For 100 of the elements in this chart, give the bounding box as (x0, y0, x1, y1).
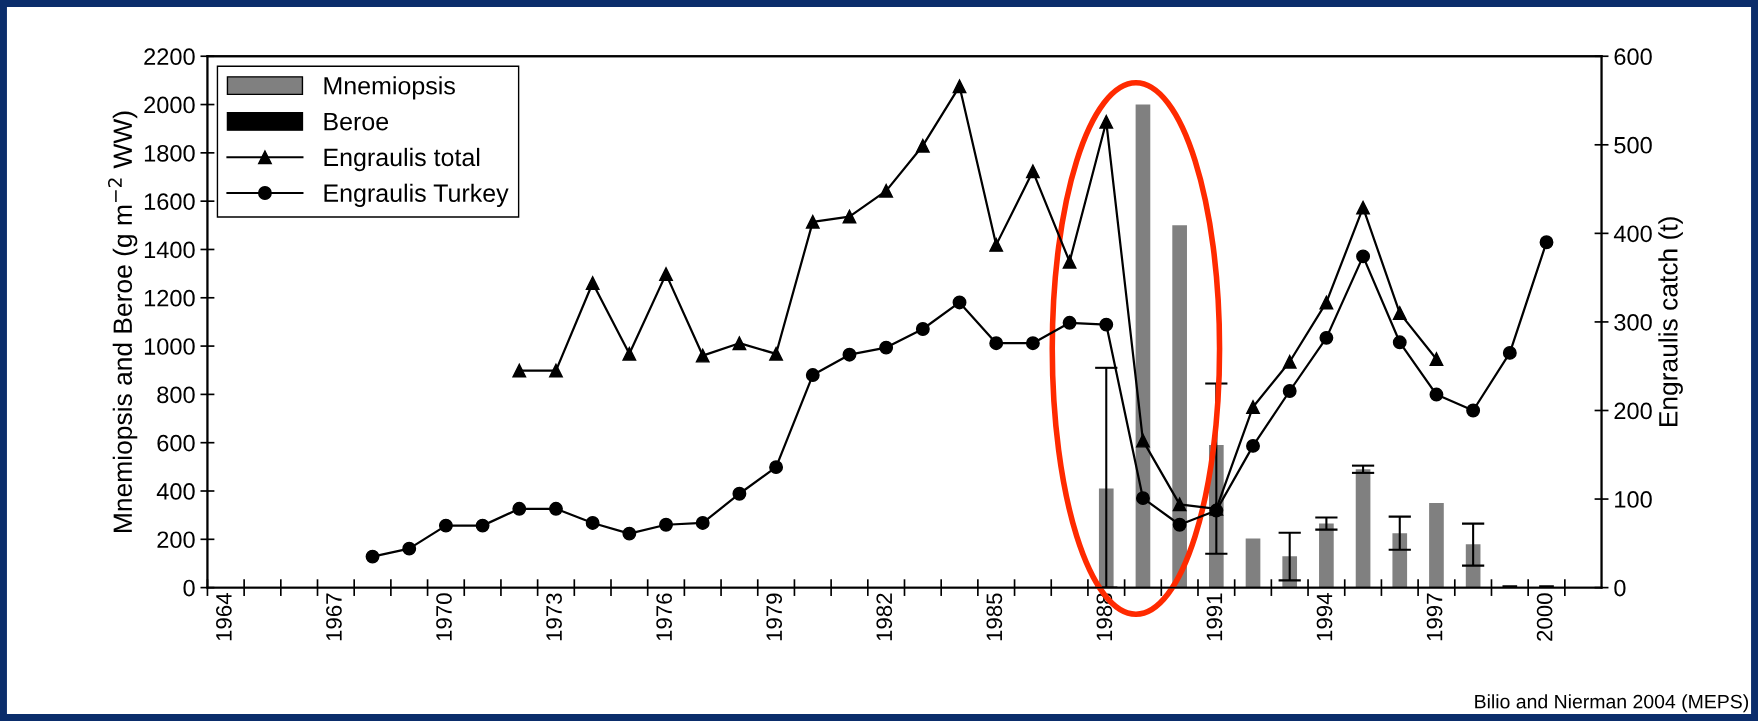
point (989, 237, 1004, 252)
point (695, 348, 710, 363)
point (475, 518, 490, 533)
x-tick-label: 1982 (876, 593, 893, 641)
x-tick-label: 1973 (546, 593, 562, 641)
x-tick-label: 1991 (1206, 593, 1223, 641)
point (842, 347, 857, 362)
point (1319, 295, 1334, 310)
point (1172, 497, 1187, 512)
x-tick-label: 1985 (986, 593, 1003, 641)
point (1466, 403, 1481, 418)
point (1025, 164, 1040, 179)
x-tick-label: 2000 (1536, 593, 1553, 641)
point (1136, 491, 1150, 506)
x-tick-label: 1979 (766, 593, 783, 641)
point (952, 295, 967, 310)
x-tick-label: 1970 (436, 593, 452, 641)
x-tick-label: 1976 (656, 593, 672, 641)
x-tick-label: 1964 (216, 593, 232, 641)
text: Bilio and Nierman 2004 (MEPS) (1475, 694, 1749, 713)
y-tick-label: 1400 (144, 241, 195, 259)
point (915, 138, 930, 153)
point (1356, 249, 1371, 264)
point (549, 501, 563, 516)
point (659, 267, 673, 282)
point (659, 517, 673, 532)
point (1429, 352, 1444, 367)
bar (1392, 533, 1408, 588)
point (732, 336, 747, 351)
y-tick-label: 600 (157, 434, 195, 452)
point (1062, 315, 1077, 330)
point (1025, 336, 1040, 351)
x-tick-label: 1967 (326, 593, 342, 641)
bar (1355, 469, 1371, 588)
legend-label: Beroe (324, 112, 389, 131)
bar (1319, 523, 1334, 588)
point (732, 486, 747, 501)
point (842, 209, 857, 224)
legend-label: Engraulis Turkey (324, 183, 509, 207)
y-tick-label: 1000 (144, 338, 195, 355)
point (695, 516, 710, 530)
point (1172, 517, 1187, 532)
point (769, 460, 784, 475)
point (879, 340, 894, 355)
point (805, 368, 820, 383)
point (585, 276, 600, 290)
bar (1135, 104, 1151, 588)
point (1282, 354, 1297, 369)
point (805, 214, 820, 229)
point (585, 516, 600, 530)
point (1392, 335, 1407, 350)
point (915, 322, 930, 336)
point (1429, 387, 1444, 402)
y-tick-label: 400 (156, 483, 195, 500)
point (1356, 200, 1371, 215)
legend-label: Mnemiopsis (324, 76, 455, 100)
point (1246, 400, 1260, 414)
y2-tick-label: 0 (1614, 579, 1626, 597)
point (512, 501, 527, 516)
point (1099, 114, 1114, 129)
point (1062, 254, 1077, 269)
x-tick-label: 1994 (1316, 593, 1333, 641)
y-axis-title: Mnemiopsis and Beroe (g m$^{−2}$ WW) (108, 111, 138, 532)
bar (1245, 538, 1261, 588)
point (622, 346, 637, 361)
point (1136, 433, 1150, 448)
legend-label: Engraulis total (324, 147, 480, 172)
point (1539, 235, 1554, 250)
y-tick-label: 1200 (144, 289, 195, 307)
point (1319, 330, 1334, 345)
point (365, 549, 380, 564)
point (952, 79, 967, 94)
point (989, 336, 1004, 351)
y2-tick-label: 100 (1615, 491, 1652, 508)
point (549, 363, 563, 378)
y-tick-label: 1800 (144, 144, 195, 162)
y2-axis-title: Engraulis catch (t) (1658, 217, 1683, 427)
point (622, 526, 637, 541)
point (1099, 317, 1114, 332)
y-tick-label: 200 (157, 531, 195, 549)
point (512, 363, 527, 378)
y-tick-label: 1600 (144, 193, 195, 210)
y2-tick-label: 600 (1614, 48, 1652, 66)
bar (1429, 503, 1444, 588)
point (879, 183, 894, 198)
point (402, 541, 417, 556)
y2-tick-label: 500 (1614, 136, 1652, 154)
point (1392, 306, 1407, 321)
y-tick-label: 0 (183, 579, 195, 597)
y2-tick-label: 200 (1614, 402, 1652, 420)
y2-tick-label: 300 (1614, 313, 1652, 331)
point (1282, 384, 1297, 398)
point (1246, 438, 1260, 453)
y2-tick-label: 400 (1613, 225, 1652, 243)
y-tick-label: 2200 (144, 48, 195, 66)
x-tick-label: 1997 (1426, 593, 1443, 641)
point (769, 346, 784, 361)
y-tick-label: 800 (157, 386, 195, 404)
point (1502, 345, 1517, 360)
point (438, 518, 453, 533)
